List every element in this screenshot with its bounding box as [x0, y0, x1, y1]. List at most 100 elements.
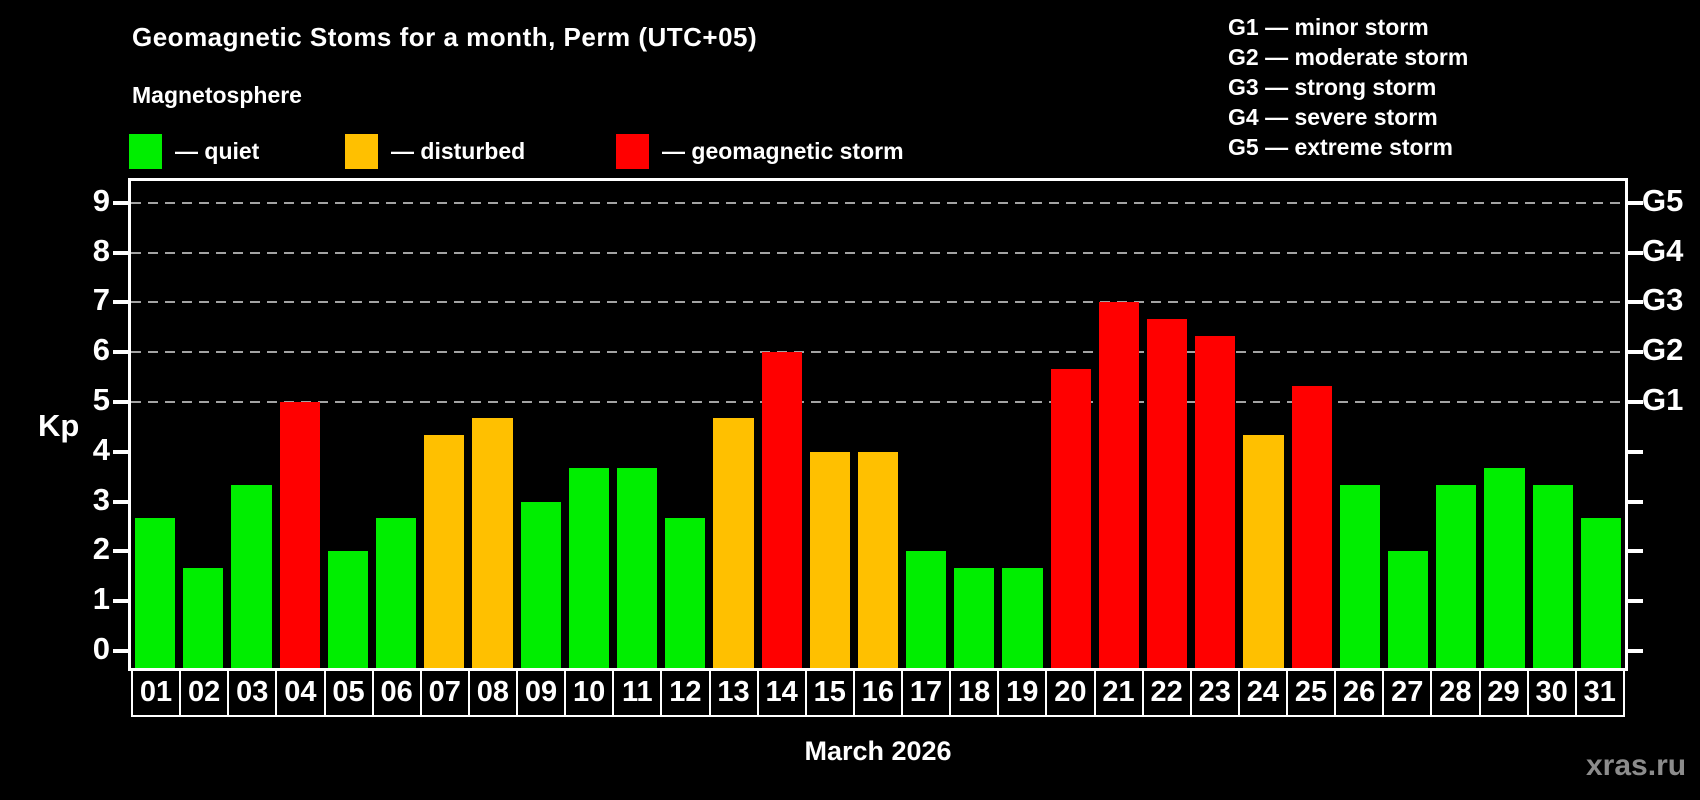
y-tick-left-8	[113, 250, 128, 255]
bar-day-22	[1147, 318, 1188, 668]
bar-day-05	[327, 551, 368, 668]
y-axis-label-5: 5	[92, 382, 110, 417]
y-tick-right-4	[1628, 449, 1643, 454]
x-label-day-19: 19	[997, 669, 1048, 717]
y-tick-right-9	[1628, 200, 1643, 205]
x-label-day-14: 14	[756, 669, 807, 717]
y-tick-right-1	[1628, 599, 1643, 604]
y-tick-right-6	[1628, 350, 1643, 355]
y-tick-left-9	[113, 200, 128, 205]
bar-day-04	[279, 402, 320, 668]
bar-day-09	[520, 501, 561, 668]
magnetosphere-label: Magnetosphere	[132, 82, 302, 108]
gridline-g3	[131, 301, 1625, 304]
x-label-day-01: 01	[131, 669, 182, 717]
bar-day-06	[375, 518, 417, 668]
x-label-day-16: 16	[852, 669, 903, 717]
y-tick-right-8	[1628, 250, 1643, 255]
x-label-day-12: 12	[660, 669, 711, 717]
x-label-day-05: 05	[323, 669, 374, 717]
y-axis-label-1: 1	[92, 581, 110, 617]
y-tick-right-2	[1628, 549, 1643, 554]
bar-day-26	[1339, 485, 1381, 668]
y-tick-left-0	[113, 649, 128, 653]
g-legend-line-2: G2 — moderate storm	[1228, 44, 1469, 70]
x-axis-title: March 2026	[804, 736, 952, 766]
g-legend-line-1: G1 — minor storm	[1228, 14, 1429, 40]
bar-day-12	[665, 518, 706, 668]
x-label-day-06: 06	[371, 669, 422, 717]
gridline-g5	[131, 201, 1625, 204]
x-label-day-10: 10	[564, 669, 615, 717]
bar-day-07	[424, 435, 465, 668]
bar-day-19	[1002, 567, 1043, 668]
y-tick-right-5	[1628, 400, 1643, 404]
bar-day-03	[231, 485, 272, 668]
x-label-day-25: 25	[1286, 669, 1337, 717]
y-tick-left-4	[113, 449, 128, 454]
watermark: xras.ru	[1586, 749, 1687, 782]
y-tick-left-3	[113, 499, 128, 504]
x-label-day-09: 09	[516, 669, 567, 717]
y-axis-label-9: 9	[92, 182, 110, 218]
bar-day-31	[1580, 518, 1621, 668]
bar-day-24	[1243, 435, 1284, 668]
gridline-g2	[131, 351, 1625, 354]
x-label-day-18: 18	[949, 669, 1000, 717]
y-axis-label-0: 0	[92, 631, 110, 666]
legend-label-disturbed: — disturbed	[391, 138, 526, 164]
g-axis-label-g2: G2	[1642, 332, 1684, 368]
bar-day-23	[1195, 335, 1236, 668]
x-label-day-26: 26	[1334, 669, 1385, 717]
g-axis-label-g4: G4	[1642, 232, 1684, 268]
g-scale-legend: G1 — minor storm G2 — moderate storm G3 — …	[1228, 12, 1468, 162]
g-axis-label-g3: G3	[1642, 282, 1684, 318]
g-legend-line-5: G5 — extreme storm	[1228, 134, 1453, 160]
y-axis-label-4: 4	[92, 431, 110, 467]
quiet-color-swatch-icon	[129, 134, 162, 169]
y-tick-left-6	[113, 350, 128, 355]
x-label-day-30: 30	[1526, 669, 1577, 717]
x-label-day-28: 28	[1430, 669, 1481, 717]
bar-day-10	[568, 468, 609, 668]
x-label-day-23: 23	[1189, 669, 1240, 717]
bar-day-15	[809, 451, 850, 668]
x-label-day-04: 04	[275, 669, 326, 717]
legend-label-storm: — geomagnetic storm	[662, 138, 904, 164]
bar-day-17	[906, 551, 947, 668]
storm-color-swatch-icon	[616, 134, 649, 169]
bar-day-27	[1388, 551, 1429, 668]
bar-day-14	[761, 352, 802, 668]
bar-day-29	[1484, 468, 1525, 668]
x-label-day-27: 27	[1382, 669, 1433, 717]
bar-day-13	[713, 418, 754, 668]
x-label-day-31: 31	[1574, 669, 1625, 717]
legend-label-quiet: — quiet	[175, 138, 260, 164]
g-legend-line-4: G4 — severe storm	[1228, 104, 1438, 130]
y-axis-label-8: 8	[92, 232, 110, 268]
y-tick-left-2	[113, 549, 128, 554]
x-label-day-11: 11	[612, 669, 663, 717]
y-axis-label-6: 6	[92, 332, 110, 368]
y-tick-right-0	[1628, 649, 1643, 653]
y-tick-left-7	[113, 300, 128, 305]
y-axis-label-7: 7	[92, 282, 110, 318]
bar-day-25	[1291, 385, 1332, 668]
bar-day-21	[1098, 302, 1140, 668]
bar-day-30	[1532, 485, 1573, 668]
x-label-day-15: 15	[804, 669, 855, 717]
x-label-day-13: 13	[708, 669, 759, 717]
bar-day-08	[472, 418, 513, 668]
bar-day-01	[135, 518, 176, 668]
g-legend-line-3: G3 — strong storm	[1228, 74, 1437, 100]
g-axis-label-g1: G1	[1642, 382, 1684, 417]
chart-title: Geomagnetic Stoms for a month, Perm (UTC…	[132, 22, 758, 52]
y-axis-label-2: 2	[92, 531, 110, 567]
bar-day-11	[616, 468, 658, 668]
y-tick-left-1	[113, 599, 128, 604]
bar-day-18	[954, 567, 995, 668]
y-tick-left-5	[113, 400, 128, 404]
bar-day-16	[857, 451, 899, 668]
x-label-day-03: 03	[227, 669, 278, 717]
